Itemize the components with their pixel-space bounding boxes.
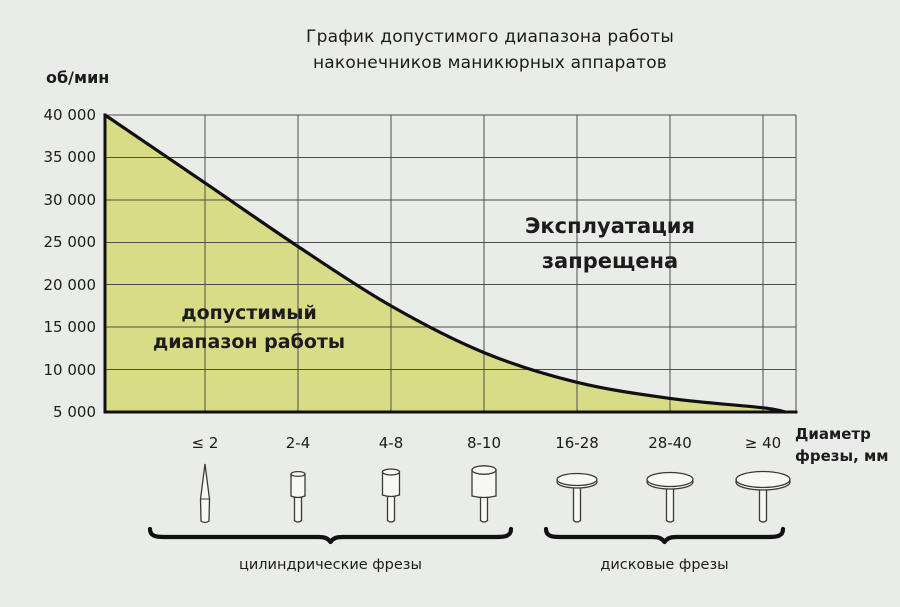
rpm-limit-curve — [103, 113, 787, 414]
x-category-label-2: 2-4 — [285, 434, 311, 452]
y-tick-label-5000: 5 000 — [53, 403, 96, 421]
forbidden-region-line-2: запрещена — [541, 249, 679, 273]
disc-bur-large-icon — [735, 470, 791, 523]
allowed-region-label: допустимый диапазон работы — [109, 299, 389, 357]
allowed-region-line-2: диапазон работы — [152, 331, 346, 353]
x-axis-title: Диаметр фрезы, мм — [795, 423, 889, 467]
cylinder-bur-large-icon — [471, 465, 497, 523]
cylinder-bur-small-icon — [290, 470, 306, 523]
y-tick-label-20000: 20 000 — [43, 275, 97, 294]
y-tick-label-25000: 25 000 — [43, 233, 97, 252]
x-category-label-1: ≤ 2 — [191, 434, 219, 452]
x-category-label-7: ≥ 40 — [744, 434, 782, 452]
group-brace-2 — [543, 526, 786, 545]
y-axis-unit-label: об/мин — [46, 68, 110, 87]
chart-title: График допустимого диапазона работы нако… — [240, 24, 740, 76]
allowed-region-area — [105, 115, 785, 412]
chart-title-line-2: наконечников маникюрных аппаратов — [312, 53, 668, 73]
x-axis-title-line-2: фрезы, мм — [795, 447, 889, 465]
group-label-1: цилиндрические фрезы — [239, 557, 422, 573]
y-tick-label-30000: 30 000 — [43, 190, 97, 209]
forbidden-region-label: Эксплуатация запрещена — [460, 209, 760, 279]
disc-bur-medium-icon — [646, 471, 694, 523]
allowed-region-line-1: допустимый — [181, 302, 317, 324]
y-tick-label-10000: 10 000 — [43, 360, 97, 379]
chart-title-line-1: График допустимого диапазона работы — [306, 27, 674, 47]
x-axis-title-line-1: Диаметр — [795, 425, 871, 443]
cylinder-bur-medium-icon — [381, 468, 401, 523]
grid-lines — [105, 114, 797, 412]
x-category-label-6: 28-40 — [648, 434, 692, 452]
x-category-label-4: 8-10 — [466, 434, 502, 452]
needle-bur-icon — [199, 463, 211, 524]
x-category-label-5: 16-28 — [555, 434, 599, 452]
group-brace-1 — [147, 526, 514, 545]
disc-bur-small-icon — [556, 472, 598, 523]
group-label-2: дисковые фрезы — [600, 557, 729, 573]
y-tick-label-40000: 40 000 — [43, 106, 97, 124]
x-category-label-3: 4-8 — [378, 434, 404, 452]
y-tick-label-35000: 35 000 — [43, 148, 97, 167]
y-tick-label-15000: 15 000 — [43, 318, 97, 337]
forbidden-region-line-1: Эксплуатация — [525, 214, 695, 238]
axes — [103, 113, 798, 414]
